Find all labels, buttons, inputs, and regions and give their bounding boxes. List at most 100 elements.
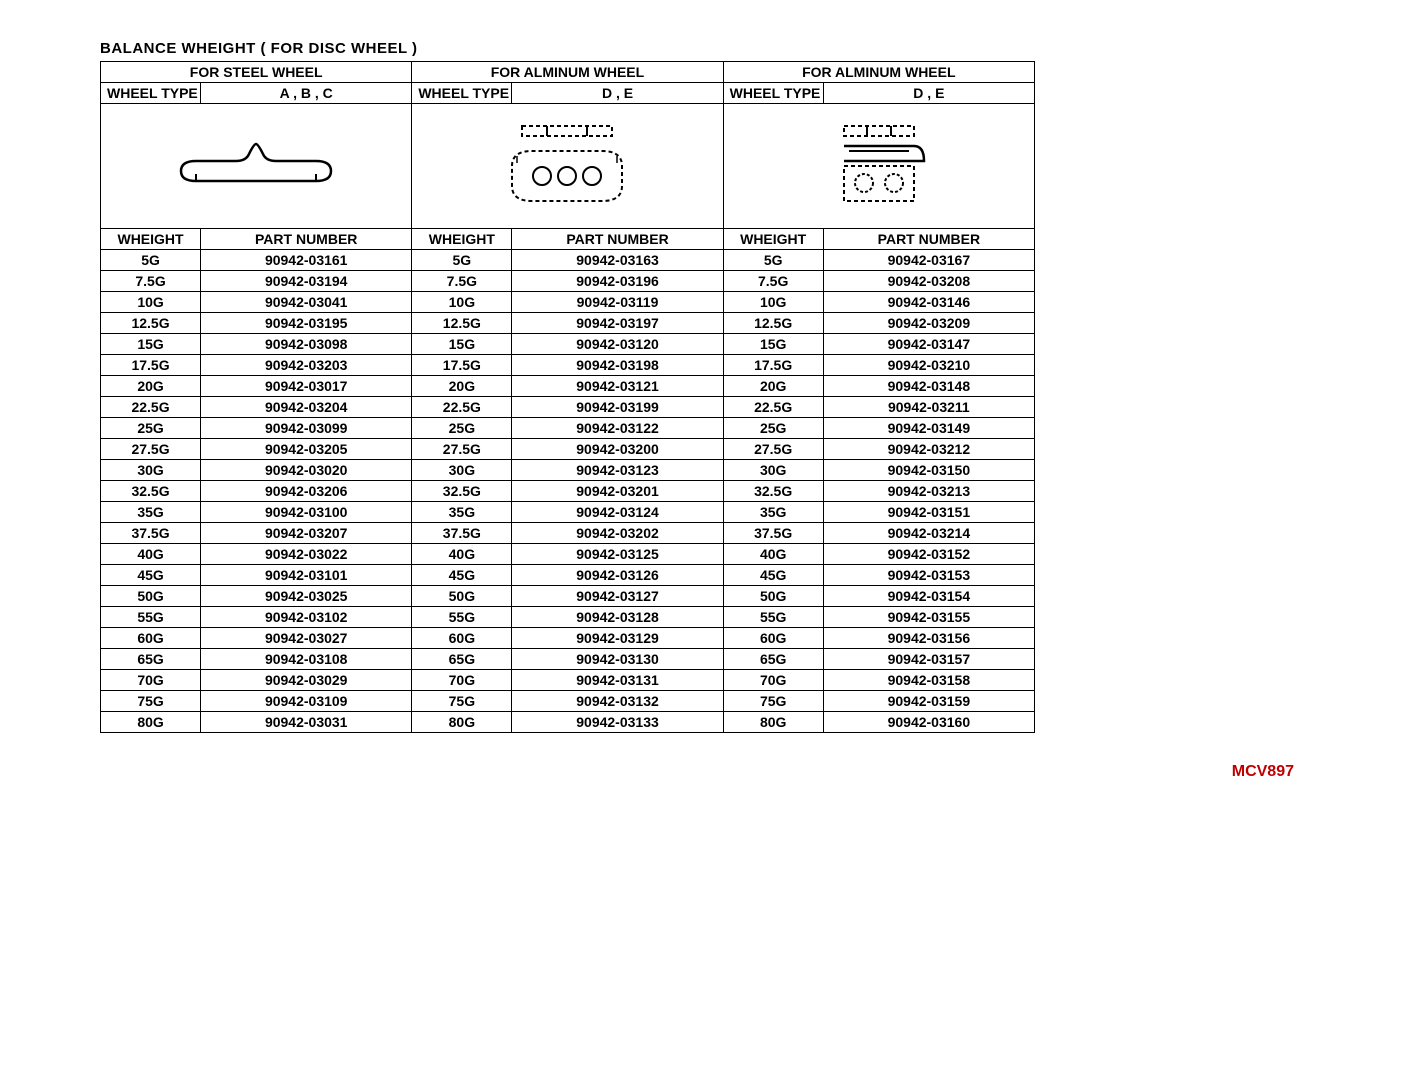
weight-cell: 40G: [723, 544, 823, 565]
weight-cell: 80G: [723, 712, 823, 733]
group-title-1: FOR ALMINUM WHEEL: [412, 62, 723, 83]
weight-cell: 60G: [723, 628, 823, 649]
weight-cell: 22.5G: [101, 397, 201, 418]
page-code: MCV897: [100, 763, 1324, 781]
part-number-cell: 90942-03208: [823, 271, 1034, 292]
col-header-weight-2: WHEIGHT: [723, 229, 823, 250]
part-number-cell: 90942-03146: [823, 292, 1034, 313]
part-number-cell: 90942-03119: [512, 292, 723, 313]
weight-cell: 40G: [101, 544, 201, 565]
weight-cell: 60G: [101, 628, 201, 649]
wheel-type-label-1: WHEEL TYPE: [412, 83, 512, 104]
weight-cell: 35G: [412, 502, 512, 523]
weight-cell: 27.5G: [101, 439, 201, 460]
part-number-cell: 90942-03152: [823, 544, 1034, 565]
weight-cell: 75G: [723, 691, 823, 712]
part-number-cell: 90942-03151: [823, 502, 1034, 523]
weight-cell: 50G: [412, 586, 512, 607]
part-number-cell: 90942-03120: [512, 334, 723, 355]
part-number-cell: 90942-03204: [201, 397, 412, 418]
weight-cell: 22.5G: [412, 397, 512, 418]
part-number-cell: 90942-03200: [512, 439, 723, 460]
weight-cell: 27.5G: [723, 439, 823, 460]
part-number-cell: 90942-03128: [512, 607, 723, 628]
part-number-cell: 90942-03160: [823, 712, 1034, 733]
weight-cell: 7.5G: [101, 271, 201, 292]
part-number-cell: 90942-03098: [201, 334, 412, 355]
weight-cell: 17.5G: [412, 355, 512, 376]
part-number-cell: 90942-03206: [201, 481, 412, 502]
weight-cell: 20G: [412, 376, 512, 397]
part-number-cell: 90942-03211: [823, 397, 1034, 418]
weight-cell: 30G: [723, 460, 823, 481]
balance-weight-table: FOR STEEL WHEELFOR ALMINUM WHEELFOR ALMI…: [100, 61, 1035, 733]
part-number-cell: 90942-03027: [201, 628, 412, 649]
col-header-part-2: PART NUMBER: [823, 229, 1034, 250]
weight-cell: 35G: [101, 502, 201, 523]
part-number-cell: 90942-03102: [201, 607, 412, 628]
weight-cell: 37.5G: [723, 523, 823, 544]
weight-cell: 32.5G: [412, 481, 512, 502]
part-number-cell: 90942-03100: [201, 502, 412, 523]
weight-cell: 12.5G: [723, 313, 823, 334]
weight-cell: 5G: [101, 250, 201, 271]
part-number-cell: 90942-03161: [201, 250, 412, 271]
weight-cell: 80G: [412, 712, 512, 733]
part-number-cell: 90942-03124: [512, 502, 723, 523]
part-number-cell: 90942-03022: [201, 544, 412, 565]
page-title: BALANCE WHEIGHT ( FOR DISC WHEEL ): [100, 40, 1324, 57]
weight-cell: 25G: [101, 418, 201, 439]
weight-cell: 10G: [101, 292, 201, 313]
weight-cell: 22.5G: [723, 397, 823, 418]
col-header-part-0: PART NUMBER: [201, 229, 412, 250]
weight-cell: 80G: [101, 712, 201, 733]
wheel-type-value-0: A , B , C: [201, 83, 412, 104]
weight-cell: 15G: [412, 334, 512, 355]
part-number-cell: 90942-03155: [823, 607, 1034, 628]
weight-cell: 75G: [101, 691, 201, 712]
wheel-type-value-2: D , E: [823, 83, 1034, 104]
weight-cell: 75G: [412, 691, 512, 712]
weight-cell: 7.5G: [412, 271, 512, 292]
weight-cell: 60G: [412, 628, 512, 649]
weight-cell: 37.5G: [101, 523, 201, 544]
weight-cell: 20G: [101, 376, 201, 397]
part-number-cell: 90942-03109: [201, 691, 412, 712]
weight-cell: 17.5G: [101, 355, 201, 376]
part-number-cell: 90942-03020: [201, 460, 412, 481]
weight-cell: 55G: [412, 607, 512, 628]
part-number-cell: 90942-03148: [823, 376, 1034, 397]
part-number-cell: 90942-03197: [512, 313, 723, 334]
part-number-cell: 90942-03041: [201, 292, 412, 313]
col-header-weight-1: WHEIGHT: [412, 229, 512, 250]
weight-cell: 45G: [101, 565, 201, 586]
part-number-cell: 90942-03203: [201, 355, 412, 376]
weight-cell: 40G: [412, 544, 512, 565]
part-number-cell: 90942-03209: [823, 313, 1034, 334]
part-number-cell: 90942-03132: [512, 691, 723, 712]
part-number-cell: 90942-03201: [512, 481, 723, 502]
part-number-cell: 90942-03153: [823, 565, 1034, 586]
weight-cell: 12.5G: [412, 313, 512, 334]
weight-cell: 45G: [723, 565, 823, 586]
part-number-cell: 90942-03029: [201, 670, 412, 691]
part-number-cell: 90942-03195: [201, 313, 412, 334]
part-number-cell: 90942-03108: [201, 649, 412, 670]
diagram-steel: [101, 104, 412, 229]
part-number-cell: 90942-03154: [823, 586, 1034, 607]
weight-cell: 70G: [101, 670, 201, 691]
part-number-cell: 90942-03159: [823, 691, 1034, 712]
part-number-cell: 90942-03207: [201, 523, 412, 544]
weight-cell: 15G: [723, 334, 823, 355]
part-number-cell: 90942-03196: [512, 271, 723, 292]
part-number-cell: 90942-03127: [512, 586, 723, 607]
weight-cell: 20G: [723, 376, 823, 397]
weight-cell: 50G: [723, 586, 823, 607]
weight-cell: 10G: [723, 292, 823, 313]
weight-cell: 32.5G: [723, 481, 823, 502]
part-number-cell: 90942-03121: [512, 376, 723, 397]
part-number-cell: 90942-03167: [823, 250, 1034, 271]
part-number-cell: 90942-03163: [512, 250, 723, 271]
part-number-cell: 90942-03150: [823, 460, 1034, 481]
part-number-cell: 90942-03126: [512, 565, 723, 586]
